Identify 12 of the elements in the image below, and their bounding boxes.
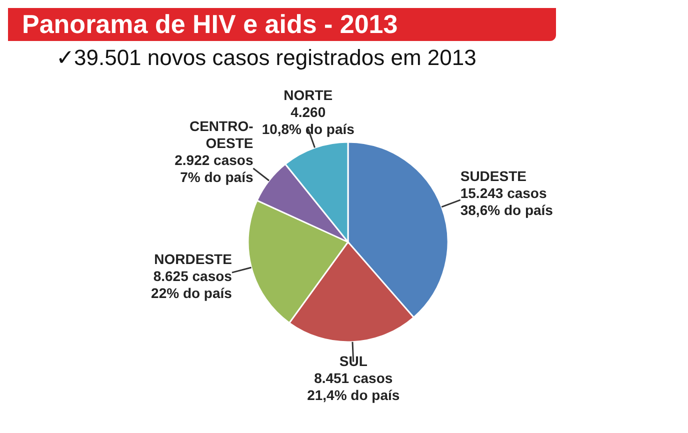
data-label: 4.260 10,8% do país: [262, 103, 355, 136]
data-label: 2.922 casos 7% do país: [174, 152, 254, 185]
chart-subtitle: ✓39.501 novos casos registrados em 2013: [56, 45, 478, 71]
slice-label: NORTE: [284, 86, 333, 102]
slice-label: CENTRO-OESTE: [189, 118, 254, 151]
slice-label: SUL: [339, 352, 368, 369]
chart-title: Panorama de HIV e aids - 2013: [8, 8, 556, 41]
data-label: 8.625 casos 22% do país: [151, 268, 232, 301]
slice-label: SUDESTE: [460, 168, 526, 184]
slice-label: NORDESTE: [154, 250, 232, 267]
data-label: 15.243 casos 38,6% do país: [460, 184, 554, 218]
data-label: 8.451 casos 21,4% do país: [307, 370, 400, 403]
